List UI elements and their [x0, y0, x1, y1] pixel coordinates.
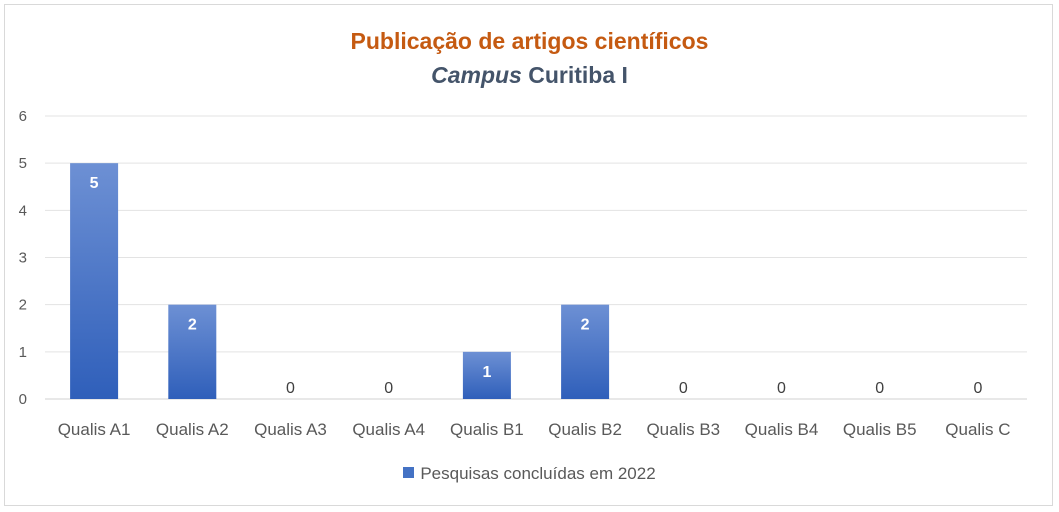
- y-tick-label: 1: [19, 344, 27, 361]
- bars: 5 2 0 0 1 2 0 0 0 0: [70, 163, 982, 399]
- y-tick-label: 3: [19, 250, 27, 267]
- bar-data-label: 5: [90, 175, 99, 192]
- bar-data-label: 0: [777, 380, 786, 397]
- x-tick-label: Qualis A4: [352, 420, 425, 439]
- bar: [168, 304, 217, 399]
- y-tick-label: 2: [19, 297, 27, 314]
- x-tick-label: Qualis A2: [156, 420, 229, 439]
- x-tick-label: Qualis B1: [450, 420, 524, 439]
- bar-data-label: 0: [973, 380, 982, 397]
- legend-label: Pesquisas concluídas em 2022: [420, 464, 656, 483]
- x-tick-label: Qualis B3: [646, 420, 720, 439]
- x-tick-label: Qualis B4: [745, 420, 819, 439]
- x-tick-label: Qualis A1: [58, 420, 131, 439]
- bar-data-label: 0: [875, 380, 884, 397]
- y-axis-ticks: 0 1 2 3 4 5 6: [19, 108, 27, 408]
- x-tick-label: Qualis C: [945, 420, 1010, 439]
- bar-data-label: 0: [384, 380, 393, 397]
- chart-subtitle: Campus Curitiba I: [0, 62, 1059, 89]
- bar: [462, 351, 511, 399]
- bar-data-label: 0: [286, 380, 295, 397]
- chart-frame: [4, 4, 1053, 506]
- bar: [70, 163, 119, 399]
- x-tick-label: Qualis B2: [548, 420, 622, 439]
- x-axis-ticks: Qualis A1 Qualis A2 Qualis A3 Qualis A4 Qual…: [58, 420, 1011, 439]
- legend-swatch: [403, 467, 415, 478]
- bar-data-label: 1: [482, 364, 491, 381]
- bar-data-label: 2: [188, 317, 197, 334]
- y-tick-label: 6: [19, 108, 27, 125]
- bar: [561, 304, 610, 399]
- chart-subtitle-campus: Campus: [431, 62, 522, 88]
- y-tick-label: 4: [19, 202, 27, 219]
- y-tick-label: 0: [19, 391, 27, 408]
- chart-subtitle-location: Curitiba I: [521, 62, 628, 88]
- bar-data-label: 2: [581, 317, 590, 334]
- y-tick-label: 5: [19, 155, 27, 172]
- bar-data-label: 0: [679, 380, 688, 397]
- legend: Pesquisas concluídas em 2022: [0, 464, 1059, 484]
- x-tick-label: Qualis B5: [843, 420, 917, 439]
- x-tick-label: Qualis A3: [254, 420, 327, 439]
- chart-title: Publicação de artigos científicos: [350, 28, 709, 54]
